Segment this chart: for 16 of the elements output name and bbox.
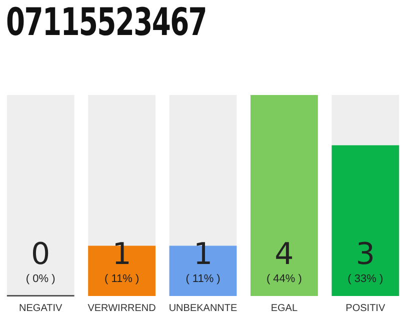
annotation: ( 44% ) xyxy=(266,273,302,285)
data-label: 4 xyxy=(274,237,294,272)
x-tick-label: NEGATIV xyxy=(19,302,63,314)
annotation: ( 11% ) xyxy=(186,273,220,285)
data-label: 0 xyxy=(31,237,50,272)
x-tick-label: POSITIV xyxy=(346,302,386,314)
data-label: 1 xyxy=(193,237,213,272)
data-label: 1 xyxy=(112,237,132,272)
x-tick-label: EGAL xyxy=(270,302,298,314)
x-tick-label: VERWIRREND xyxy=(88,302,156,314)
chart-title: 07115523467 xyxy=(6,0,207,44)
x-tick-label: UNBEKANNTE xyxy=(168,302,238,314)
annotation: ( 33% ) xyxy=(348,273,384,285)
annotation: ( 0% ) xyxy=(26,273,56,285)
annotation: ( 11% ) xyxy=(104,273,140,285)
data-label: 3 xyxy=(356,237,375,272)
